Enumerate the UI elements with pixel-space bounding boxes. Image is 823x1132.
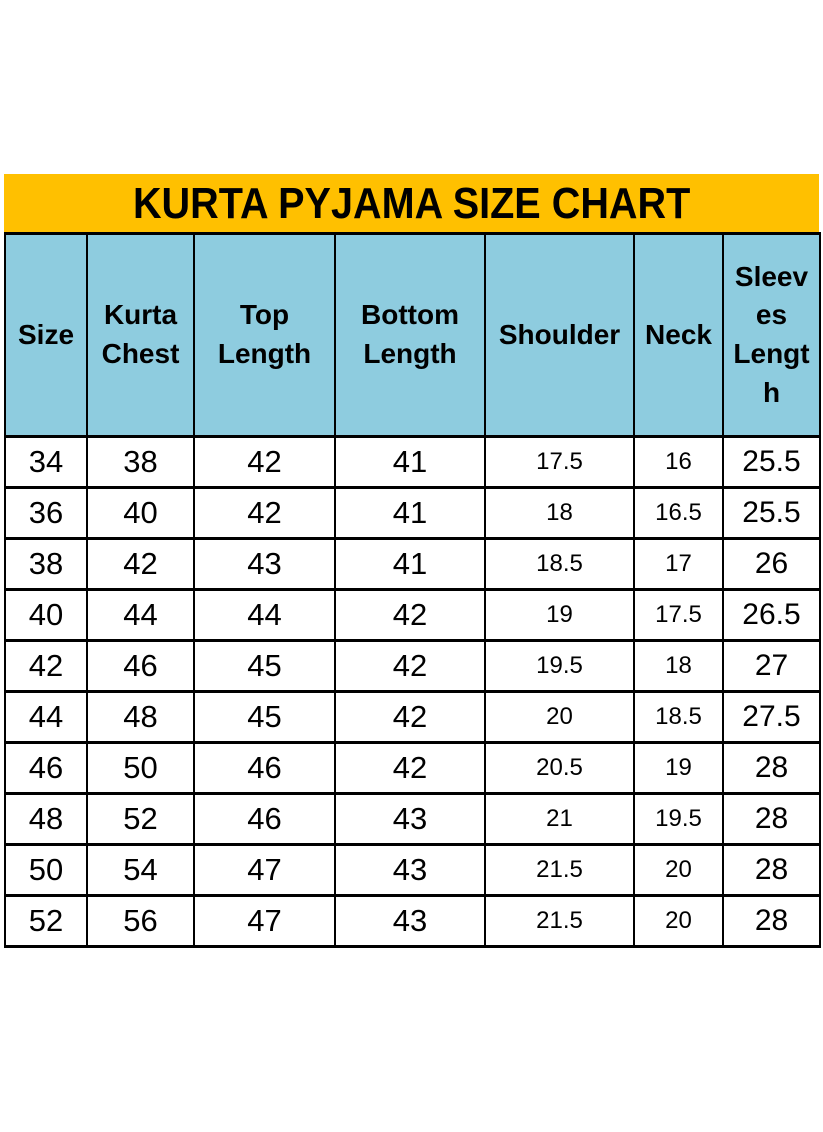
cell-neck: 18 (633, 639, 724, 693)
cell-sleeves-length: 27 (722, 639, 821, 693)
cell-sleeves-length: 26.5 (722, 588, 821, 642)
column-header-shoulder: Shoulder (484, 232, 635, 438)
cell-top-length: 45 (193, 690, 336, 744)
cell-size: 48 (4, 792, 88, 846)
cell-kurta-chest: 46 (86, 639, 195, 693)
cell-size: 52 (4, 894, 88, 948)
cell-shoulder: 19 (484, 588, 635, 642)
cell-kurta-chest: 50 (86, 741, 195, 795)
cell-shoulder: 21.5 (484, 843, 635, 897)
column-header-size: Size (4, 232, 88, 438)
cell-neck: 18.5 (633, 690, 724, 744)
cell-bottom-length: 43 (334, 843, 486, 897)
column-header-kurta-chest: Kurta Chest (86, 232, 195, 438)
cell-size: 40 (4, 588, 88, 642)
cell-size: 38 (4, 537, 88, 591)
cell-shoulder: 21.5 (484, 894, 635, 948)
cell-bottom-length: 41 (334, 537, 486, 591)
cell-kurta-chest: 48 (86, 690, 195, 744)
cell-bottom-length: 43 (334, 792, 486, 846)
cell-top-length: 43 (193, 537, 336, 591)
cell-neck: 17 (633, 537, 724, 591)
cell-sleeves-length: 28 (722, 741, 821, 795)
cell-neck: 16 (633, 435, 724, 489)
cell-shoulder: 18.5 (484, 537, 635, 591)
cell-kurta-chest: 40 (86, 486, 195, 540)
cell-sleeves-length: 28 (722, 792, 821, 846)
cell-neck: 19 (633, 741, 724, 795)
cell-top-length: 45 (193, 639, 336, 693)
cell-bottom-length: 41 (334, 486, 486, 540)
column-header-neck: Neck (633, 232, 724, 438)
table-row: 50 54 47 43 21.5 20 28 (4, 843, 821, 897)
table-row: 44 48 45 42 20 18.5 27.5 (4, 690, 821, 744)
table-row: 46 50 46 42 20.5 19 28 (4, 741, 821, 795)
cell-shoulder: 20.5 (484, 741, 635, 795)
cell-bottom-length: 42 (334, 639, 486, 693)
table-row: 40 44 44 42 19 17.5 26.5 (4, 588, 821, 642)
chart-title-bar: KURTA PYJAMA SIZE CHART (4, 174, 819, 232)
cell-shoulder: 19.5 (484, 639, 635, 693)
cell-kurta-chest: 52 (86, 792, 195, 846)
cell-top-length: 44 (193, 588, 336, 642)
size-chart-sheet: KURTA PYJAMA SIZE CHART Size Kurta Chest T… (4, 174, 821, 948)
table-row: 42 46 45 42 19.5 18 27 (4, 639, 821, 693)
cell-bottom-length: 41 (334, 435, 486, 489)
cell-sleeves-length: 25.5 (722, 435, 821, 489)
column-header-sleeves-length: Sleev es Lengt h (722, 232, 821, 438)
table-row: 36 40 42 41 18 16.5 25.5 (4, 486, 821, 540)
table-row: 52 56 47 43 21.5 20 28 (4, 894, 821, 948)
cell-neck: 17.5 (633, 588, 724, 642)
table-row: 34 38 42 41 17.5 16 25.5 (4, 435, 821, 489)
cell-kurta-chest: 56 (86, 894, 195, 948)
size-table-body: 34 38 42 41 17.5 16 25.5 36 40 42 41 18 16.5 25.5 38 42… (4, 435, 821, 948)
cell-top-length: 46 (193, 792, 336, 846)
cell-bottom-length: 42 (334, 588, 486, 642)
cell-bottom-length: 43 (334, 894, 486, 948)
cell-kurta-chest: 54 (86, 843, 195, 897)
cell-neck: 20 (633, 843, 724, 897)
cell-kurta-chest: 42 (86, 537, 195, 591)
cell-neck: 19.5 (633, 792, 724, 846)
cell-neck: 16.5 (633, 486, 724, 540)
column-header-bottom-length: Bottom Length (334, 232, 486, 438)
size-chart-table: Size Kurta Chest Top Length Bottom Length Sh… (4, 232, 821, 948)
cell-size: 36 (4, 486, 88, 540)
cell-top-length: 47 (193, 894, 336, 948)
cell-shoulder: 17.5 (484, 435, 635, 489)
cell-shoulder: 21 (484, 792, 635, 846)
cell-size: 46 (4, 741, 88, 795)
cell-shoulder: 18 (484, 486, 635, 540)
cell-bottom-length: 42 (334, 690, 486, 744)
cell-size: 42 (4, 639, 88, 693)
header-row: Size Kurta Chest Top Length Bottom Length Sh… (4, 232, 821, 438)
cell-sleeves-length: 28 (722, 843, 821, 897)
cell-top-length: 46 (193, 741, 336, 795)
table-row: 48 52 46 43 21 19.5 28 (4, 792, 821, 846)
cell-size: 34 (4, 435, 88, 489)
cell-top-length: 42 (193, 486, 336, 540)
cell-top-length: 42 (193, 435, 336, 489)
cell-size: 44 (4, 690, 88, 744)
column-header-top-length: Top Length (193, 232, 336, 438)
cell-top-length: 47 (193, 843, 336, 897)
cell-neck: 20 (633, 894, 724, 948)
chart-title: KURTA PYJAMA SIZE CHART (132, 179, 691, 228)
cell-sleeves-length: 28 (722, 894, 821, 948)
cell-kurta-chest: 38 (86, 435, 195, 489)
cell-sleeves-length: 26 (722, 537, 821, 591)
table-row: 38 42 43 41 18.5 17 26 (4, 537, 821, 591)
cell-sleeves-length: 27.5 (722, 690, 821, 744)
cell-bottom-length: 42 (334, 741, 486, 795)
cell-sleeves-length: 25.5 (722, 486, 821, 540)
cell-size: 50 (4, 843, 88, 897)
cell-shoulder: 20 (484, 690, 635, 744)
cell-kurta-chest: 44 (86, 588, 195, 642)
